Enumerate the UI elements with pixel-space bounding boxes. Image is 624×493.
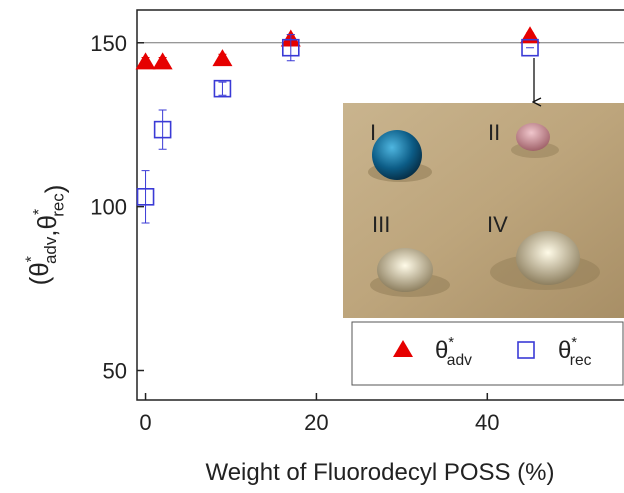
legend-label: θ* rec bbox=[558, 335, 592, 369]
marker-square bbox=[521, 38, 539, 57]
marker-triangle bbox=[152, 52, 173, 70]
marker-triangle bbox=[520, 26, 541, 44]
marker-triangle bbox=[212, 49, 233, 67]
x-axis-label: Weight of Fluorodecyl POSS (%) bbox=[205, 459, 554, 486]
marker-square bbox=[153, 120, 172, 139]
x-tick-label: 40 bbox=[475, 410, 499, 435]
legend-label: θ* adv bbox=[435, 335, 472, 369]
inset-label: II bbox=[488, 120, 500, 145]
inset-label: IV bbox=[487, 212, 508, 237]
error-bar bbox=[158, 109, 167, 150]
error-bar bbox=[218, 81, 227, 96]
y-axis-label: (θ*adv,θ*rec) bbox=[23, 185, 69, 286]
legend-swatch bbox=[517, 341, 535, 359]
inset-label: III bbox=[372, 212, 390, 237]
error-bar bbox=[141, 170, 150, 224]
marker-square bbox=[136, 188, 155, 206]
droplet bbox=[372, 130, 422, 180]
legend: θ* adv θ* rec bbox=[351, 321, 624, 386]
y-tick-label: 150 bbox=[90, 31, 127, 56]
inset-label: I bbox=[370, 120, 376, 145]
x-tick-label: 0 bbox=[139, 410, 151, 435]
marker-triangle bbox=[135, 52, 156, 70]
droplet bbox=[516, 231, 580, 285]
x-tick-label: 20 bbox=[304, 410, 328, 435]
legend-swatch bbox=[393, 340, 413, 357]
marker-square bbox=[213, 79, 232, 98]
droplet bbox=[377, 248, 433, 292]
droplet bbox=[516, 123, 550, 151]
marker-square bbox=[281, 38, 300, 57]
y-tick-label: 50 bbox=[103, 359, 127, 384]
y-tick-label: 100 bbox=[90, 195, 127, 220]
